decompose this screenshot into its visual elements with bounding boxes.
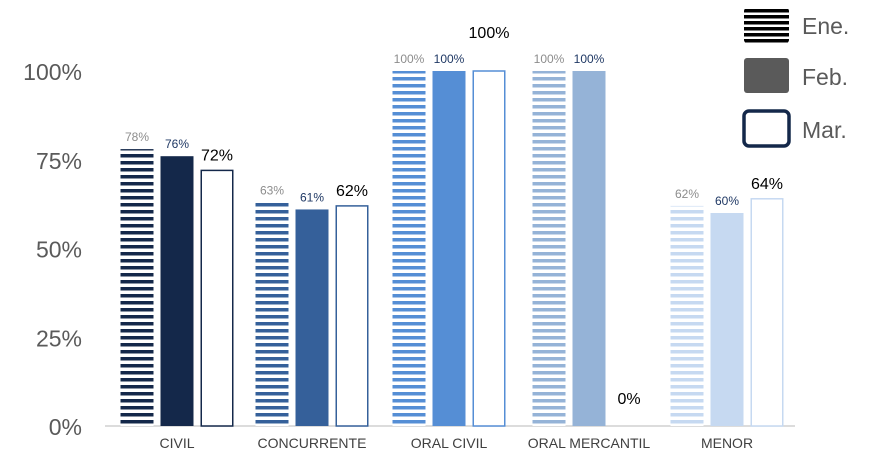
- category-label: ORAL MERCANTIL: [528, 435, 651, 451]
- y-tick-label: 0%: [49, 414, 82, 440]
- y-tick-label: 50%: [36, 237, 82, 263]
- bar-feb-menor: [710, 213, 744, 426]
- data-label: 72%: [201, 147, 233, 164]
- data-label: 100%: [434, 52, 465, 66]
- legend-label: Feb.: [802, 64, 848, 90]
- y-tick-label: 75%: [36, 148, 82, 174]
- legend-label: Mar.: [802, 117, 847, 143]
- category-label: MENOR: [701, 435, 753, 451]
- bar-mar-civil: [200, 169, 234, 427]
- legend-item-ene: Ene.: [744, 8, 849, 43]
- bar-ene-oral-mercantil: [532, 71, 566, 426]
- y-tick-label: 100%: [23, 59, 82, 85]
- data-label: 0%: [617, 391, 640, 408]
- legend-swatch: [744, 58, 789, 93]
- bar-feb-oral-civil: [432, 71, 466, 426]
- bar-feb-concurrente: [295, 209, 329, 426]
- data-label: 78%: [125, 130, 149, 144]
- data-label: 62%: [675, 187, 699, 201]
- bar-mar-oral-civil: [472, 70, 506, 427]
- data-label: 63%: [260, 183, 284, 197]
- data-label: 60%: [715, 194, 739, 208]
- category-label: CONCURRENTE: [258, 435, 367, 451]
- bar-ene-civil: [120, 149, 154, 426]
- bar-feb-civil: [160, 156, 194, 426]
- category-label: ORAL CIVIL: [411, 435, 488, 451]
- bar-mar-concurrente: [335, 205, 369, 427]
- bar-feb-oral-mercantil: [572, 71, 606, 426]
- legend-item-feb: Feb.: [744, 58, 848, 93]
- data-label: 100%: [574, 52, 605, 66]
- data-label: 100%: [394, 52, 425, 66]
- data-label: 100%: [469, 25, 510, 42]
- bar-ene-menor: [670, 205, 704, 426]
- legend-item-mar: Mar.: [742, 109, 847, 148]
- data-label: 76%: [165, 137, 189, 151]
- bar-mar-menor: [750, 198, 784, 427]
- data-label: 62%: [336, 183, 368, 200]
- legend-label: Ene.: [802, 13, 849, 39]
- data-label: 61%: [300, 190, 324, 204]
- bar-ene-oral-civil: [392, 71, 426, 426]
- bar-ene-concurrente: [255, 202, 289, 426]
- legend-swatch: [744, 8, 789, 43]
- data-label: 100%: [534, 52, 565, 66]
- data-label: 64%: [751, 176, 783, 193]
- y-tick-label: 25%: [36, 325, 82, 351]
- legend-swatch: [742, 109, 791, 148]
- category-label: CIVIL: [159, 435, 194, 451]
